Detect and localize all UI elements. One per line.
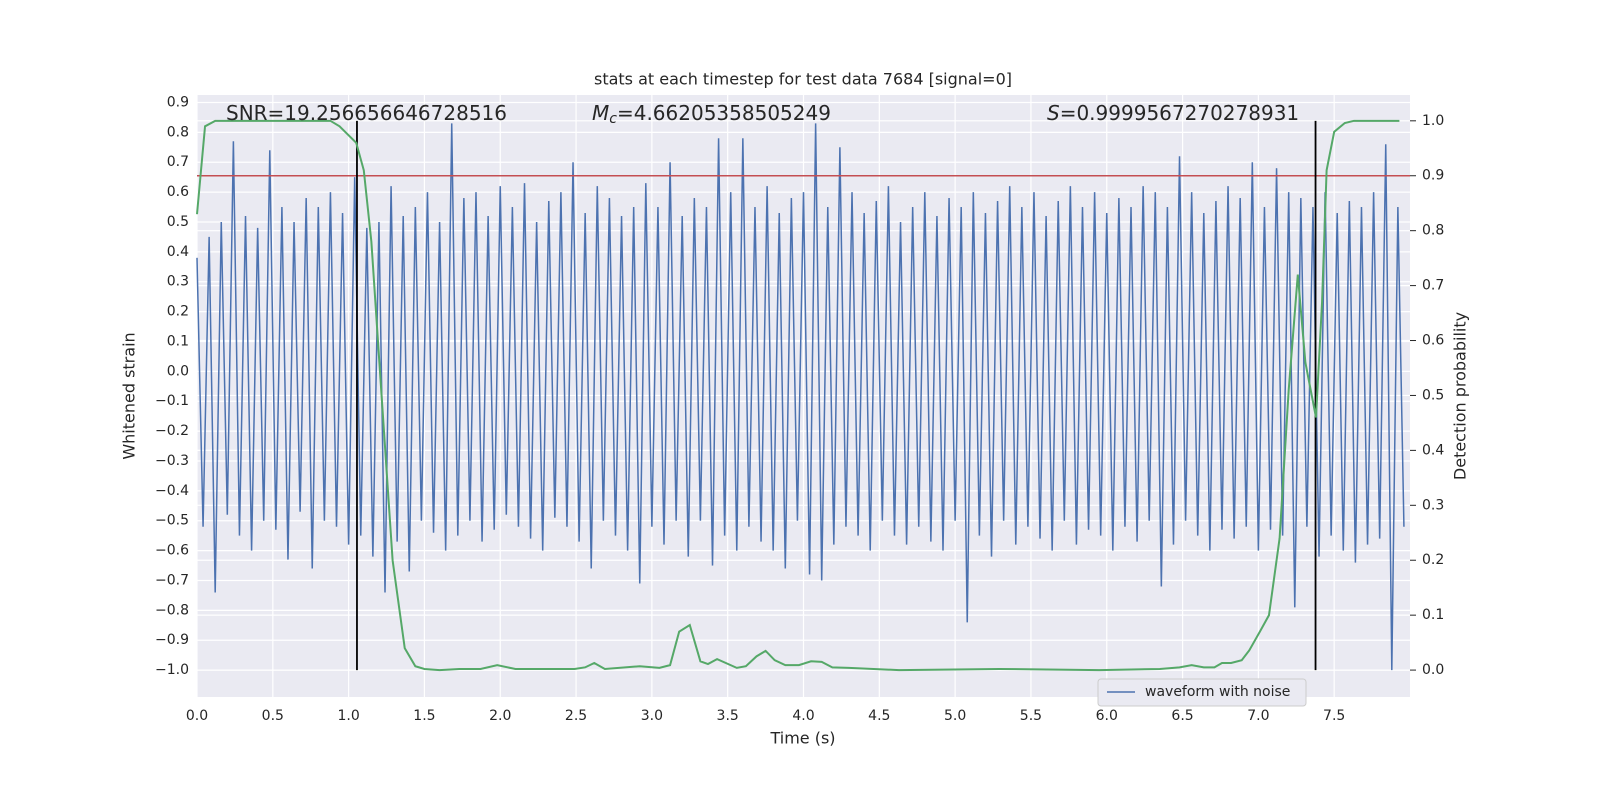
x-tick-label: 4.5 xyxy=(868,708,890,724)
x-tick-label: 2.5 xyxy=(565,708,587,724)
y-tick-label: 0.6 xyxy=(167,184,189,200)
y2-tick-label: 0.3 xyxy=(1422,497,1444,513)
y2-tick-label: 0.6 xyxy=(1422,333,1444,349)
x-tick-label: 3.0 xyxy=(641,708,663,724)
y2-tick-label: 0.2 xyxy=(1422,552,1444,568)
y-tick-label: −0.9 xyxy=(155,632,189,648)
annotation: Mc=4.66205358505249 xyxy=(592,101,831,128)
y-tick-label: 0.0 xyxy=(167,363,189,379)
y-tick-label: 0.2 xyxy=(167,304,189,320)
y2-tick-label: 0.9 xyxy=(1422,168,1444,184)
annotation-symbol: S xyxy=(1047,101,1060,125)
ticks: 0.0 0.5 1.0 1.5 2.0 2.5 3.0 3.5 4.0 4.5 5.0 5.5 6.0 6… xyxy=(155,94,1444,724)
y-tick-label: −0.5 xyxy=(155,513,189,529)
annotation-symbol: M xyxy=(592,101,609,125)
x-tick-label: 0.5 xyxy=(262,708,284,724)
y-tick-label: −0.1 xyxy=(155,393,189,409)
y-tick-label: 0.9 xyxy=(167,94,189,110)
annotations: SNR=19.256656646728516 Mc=4.6620535850524… xyxy=(226,101,1299,128)
y2-tick-label: 0.5 xyxy=(1422,387,1444,403)
y2-tick-label: 0.4 xyxy=(1422,442,1444,458)
x-tick-label: 2.0 xyxy=(489,708,511,724)
y-tick-label: −0.2 xyxy=(155,423,189,439)
annotation: S=0.9999567270278931 xyxy=(1047,101,1299,125)
annotation-text: =0.9999567270278931 xyxy=(1060,101,1299,125)
y-tick-label: −1.0 xyxy=(155,662,189,678)
x-tick-label: 3.5 xyxy=(717,708,739,724)
x-tick-label: 5.0 xyxy=(944,708,966,724)
x-tick-label: 5.5 xyxy=(1020,708,1042,724)
y-tick-label: 0.3 xyxy=(167,274,189,290)
x-tick-label: 1.5 xyxy=(413,708,435,724)
annotation-subscript: c xyxy=(609,111,617,127)
legend-label: waveform with noise xyxy=(1145,684,1290,700)
x-tick-label: 0.0 xyxy=(186,708,208,724)
y2-tick-label: 0.7 xyxy=(1422,278,1444,294)
annotation: SNR=19.256656646728516 xyxy=(226,101,507,125)
waveform-line xyxy=(196,123,1405,671)
legend-box xyxy=(1097,678,1307,707)
x-tick-label: 4.0 xyxy=(792,708,814,724)
annotation-text: SNR=19.256656646728516 xyxy=(226,101,507,125)
legend: waveform with noise xyxy=(1097,678,1307,707)
y2-tick-label: 0.1 xyxy=(1422,607,1444,623)
y-tick-label: −0.4 xyxy=(155,483,189,499)
x-tick-label: 7.5 xyxy=(1323,708,1345,724)
y-tick-label: 0.4 xyxy=(167,244,189,260)
chart-title: stats at each timestep for test data 768… xyxy=(594,70,1012,89)
y-tick-label: −0.8 xyxy=(155,602,189,618)
y2-tick-label: 0.8 xyxy=(1422,223,1444,239)
y2-tick-label: 1.0 xyxy=(1422,113,1444,129)
y-tick-label: 0.5 xyxy=(167,214,189,230)
y2-axis-label: Detection probability xyxy=(1451,312,1470,480)
x-tick-label: 7.0 xyxy=(1247,708,1269,724)
probability-line xyxy=(196,119,1400,672)
x-tick-label: 6.0 xyxy=(1096,708,1118,724)
y-tick-label: 0.8 xyxy=(167,124,189,140)
y-tick-label: −0.6 xyxy=(155,543,189,559)
annotation-text: =4.66205358505249 xyxy=(617,101,831,125)
y-tick-label: −0.7 xyxy=(155,572,189,588)
x-tick-label: 6.5 xyxy=(1171,708,1193,724)
y-tick-label: 0.1 xyxy=(167,333,189,349)
y2-tick-label: 0.0 xyxy=(1422,662,1444,678)
x-tick-label: 1.0 xyxy=(337,708,359,724)
y-tick-label: 0.7 xyxy=(167,154,189,170)
y-axis-label: Whitened strain xyxy=(120,332,139,459)
x-axis-label: Time (s) xyxy=(769,729,835,748)
y-tick-label: −0.3 xyxy=(155,453,189,469)
marks xyxy=(196,119,1410,672)
